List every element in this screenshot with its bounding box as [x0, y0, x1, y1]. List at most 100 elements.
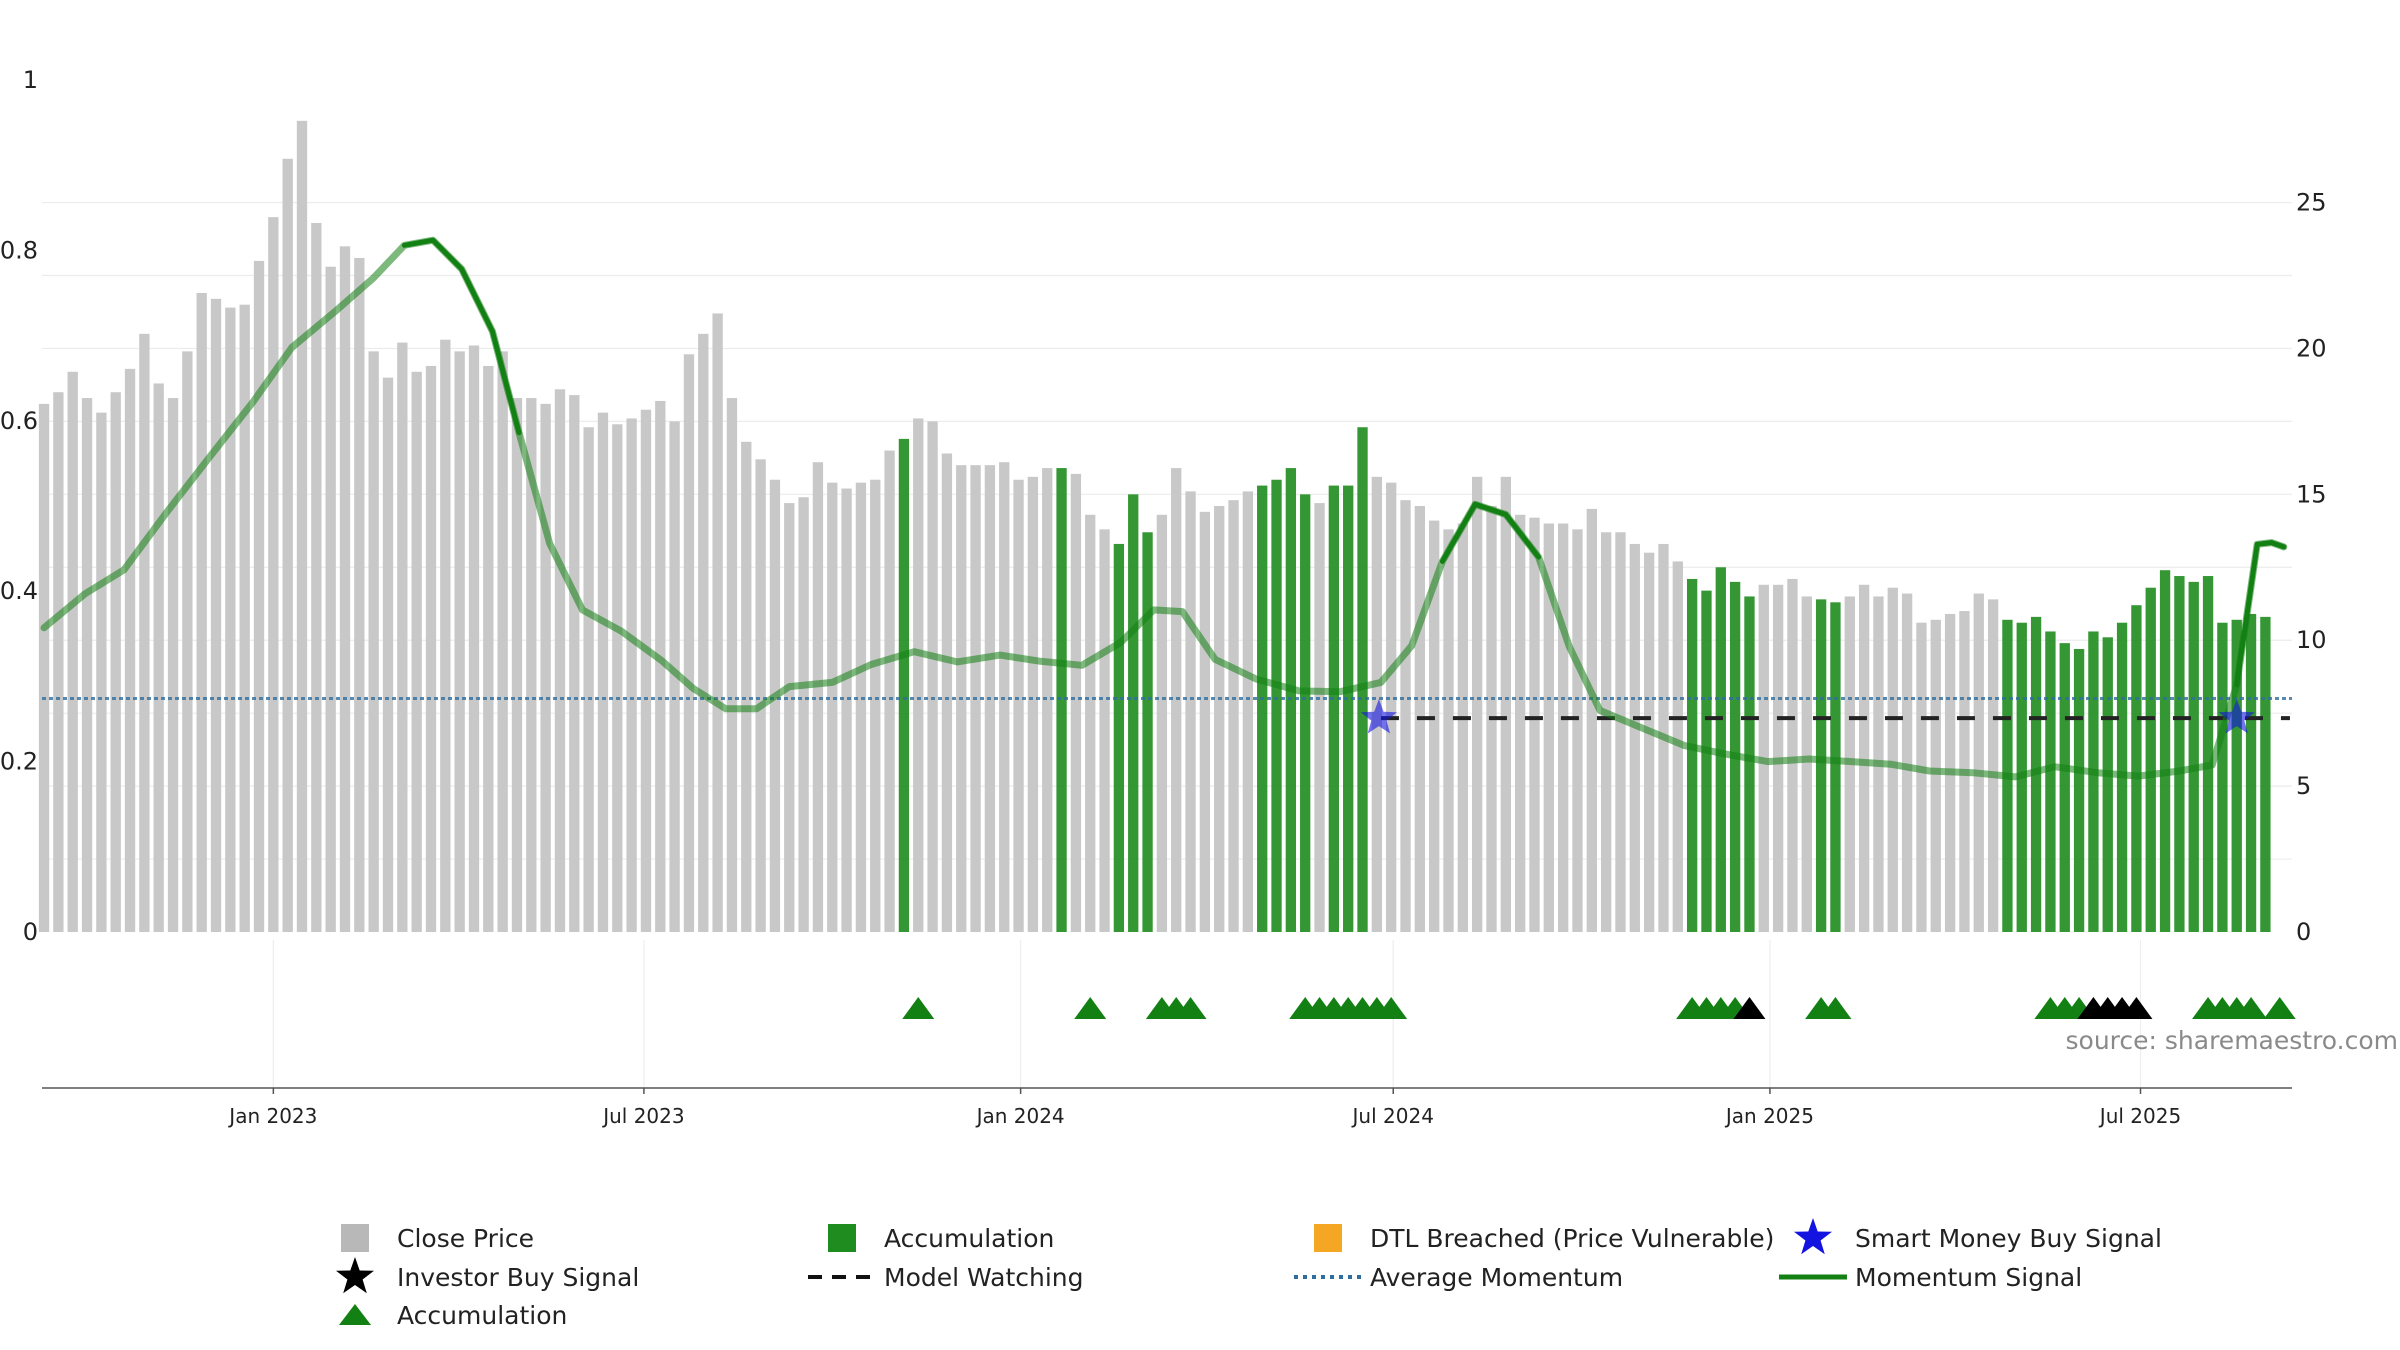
x-tick-label: Jul 2025 — [2098, 1104, 2181, 1128]
close-price-bar — [1572, 529, 1583, 932]
close-price-bar — [397, 342, 408, 932]
close-price-bar — [1242, 491, 1254, 932]
close-price-bar — [1386, 482, 1397, 932]
right-tick-label: 20 — [2296, 334, 2327, 362]
accumulation-bar — [1300, 494, 1311, 932]
close-price-bar — [311, 222, 322, 932]
accumulation-bar — [1257, 485, 1268, 932]
legend-label: Accumulation — [397, 1301, 567, 1330]
close-price-bar — [38, 403, 50, 932]
close-price-bar — [1600, 532, 1612, 932]
accumulation-triangle — [2263, 997, 2296, 1019]
close-price-bar — [1801, 596, 1812, 932]
accumulation-bar — [2202, 576, 2214, 932]
smart-money-stars — [1360, 699, 2255, 734]
legend-label: Model Watching — [884, 1263, 1084, 1292]
accumulation-bar — [1357, 427, 1368, 932]
legend-label: DTL Breached (Price Vulnerable) — [1370, 1224, 1774, 1253]
close-price-bar — [583, 427, 594, 932]
close-price-bar — [139, 333, 150, 932]
accumulation-bar — [2159, 570, 2171, 932]
legend-item: Accumulation — [828, 1224, 1054, 1253]
close-price-bar — [855, 482, 867, 932]
accumulation-bar — [1815, 599, 1827, 932]
close-price-bar — [1199, 511, 1211, 932]
left-tick-label: 1 — [23, 66, 38, 94]
close-price-bar — [1887, 587, 1898, 932]
right-tick-label: 5 — [2296, 772, 2311, 800]
close-price-bar — [1099, 529, 1110, 932]
accumulation-bar — [1128, 494, 1139, 932]
close-price-bar — [827, 482, 838, 932]
close-price-bar — [1042, 468, 1053, 932]
close-price-bar — [941, 453, 953, 932]
close-price-bar — [655, 400, 666, 933]
close-price-bar — [640, 409, 652, 932]
left-tick-label: 0.6 — [0, 407, 38, 435]
accumulation-triangle — [2235, 997, 2268, 1019]
close-price-bar — [1400, 500, 1411, 932]
accumulation-bar — [1328, 485, 1340, 932]
close-price-bar — [210, 298, 222, 933]
right-tick-label: 25 — [2296, 189, 2327, 217]
accumulation-bar — [2059, 643, 2070, 932]
left-tick-label: 0.4 — [0, 577, 38, 605]
right-tick-label: 15 — [2296, 480, 2327, 508]
close-price-bar — [1615, 532, 1626, 932]
close-price-bar — [769, 479, 781, 932]
close-price-bar — [1214, 506, 1225, 932]
chart-legend: Close Price Accumulation DTL Breached (Pri… — [336, 1218, 2162, 1330]
accumulation-triangle — [1174, 997, 1207, 1019]
accumulation-bar — [2260, 616, 2271, 932]
accumulation-bar — [1343, 485, 1354, 932]
investor-buy-triangle — [1733, 997, 1766, 1019]
close-price-bar — [1314, 503, 1325, 932]
close-price-bar — [597, 412, 609, 932]
close-price-bar — [755, 459, 766, 932]
close-price-bar — [1429, 520, 1440, 932]
close-price-bar — [1529, 517, 1540, 932]
right-tick-label: 10 — [2296, 626, 2327, 654]
close-price-bar — [282, 158, 293, 932]
close-price-bar — [124, 368, 136, 932]
legend-item: Model Watching — [808, 1263, 1084, 1292]
x-tick-label: Jan 2025 — [1724, 1104, 1814, 1128]
x-tick-label: Jul 2024 — [1351, 1104, 1434, 1128]
left-tick-label: 0.8 — [0, 236, 38, 264]
accumulation-bar — [2102, 637, 2113, 932]
close-price-bar — [1228, 500, 1239, 932]
accumulation-bar — [2088, 631, 2099, 932]
legend-swatch — [828, 1224, 856, 1252]
accumulation-bar — [2145, 587, 2156, 932]
close-price-bar — [182, 351, 193, 932]
close-price-bars — [38, 120, 2271, 933]
close-price-bar — [325, 266, 336, 932]
close-price-bar — [1643, 552, 1655, 932]
close-price-bar — [870, 479, 881, 932]
investor-buy-triangle — [2120, 997, 2153, 1019]
close-price-bar — [1672, 561, 1683, 932]
legend-label: Average Momentum — [1370, 1263, 1623, 1292]
legend-item: Momentum Signal — [1779, 1263, 2082, 1292]
close-price-bar — [440, 339, 451, 932]
legend-item: Smart Money Buy Signal — [1794, 1218, 2162, 1255]
close-price-bar — [497, 351, 508, 932]
close-price-bar — [511, 398, 523, 932]
close-price-bar — [81, 398, 93, 932]
close-price-bar — [1930, 619, 1941, 932]
accumulation-bar — [2174, 576, 2185, 932]
accumulation-bar — [2231, 619, 2242, 932]
close-price-bar — [425, 365, 437, 932]
close-price-bar — [1901, 593, 1913, 932]
legend-item: Average Momentum — [1294, 1263, 1623, 1292]
close-price-bar — [339, 246, 351, 932]
accumulation-bar — [2188, 581, 2199, 932]
close-price-bar — [1500, 476, 1511, 932]
close-price-bar — [683, 354, 695, 932]
accumulation-bar — [2045, 631, 2056, 932]
close-price-bar — [1457, 523, 1468, 932]
close-price-bar — [1586, 508, 1597, 932]
close-price-bar — [53, 392, 64, 933]
accumulation-bar — [1686, 578, 1698, 932]
close-price-bar — [483, 365, 494, 932]
